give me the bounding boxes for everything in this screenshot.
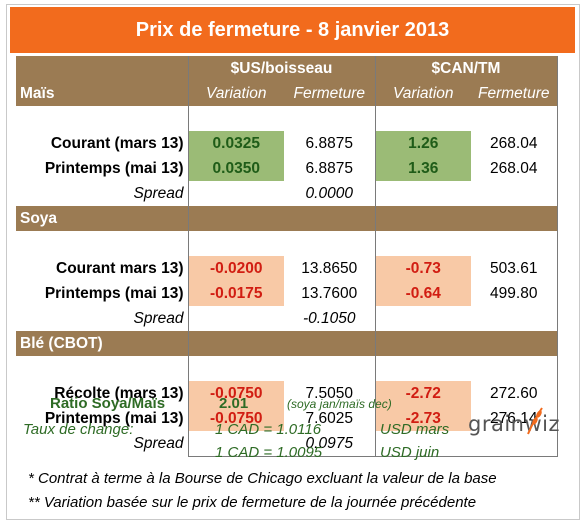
usd-group-header: $US/boisseau <box>187 56 375 81</box>
usd-close-cell: 6.8875 <box>305 134 353 152</box>
section-header-row: Blé (CBOT) <box>16 331 558 356</box>
cad-variation-cell: -2.73 <box>374 406 471 431</box>
cad-close-cell: 276.14 <box>471 406 558 431</box>
cad-variation-cell: 1.36 <box>374 156 471 181</box>
exchange-label: Taux de change: <box>23 421 134 438</box>
usd-close-cell: 13.7600 <box>301 284 358 302</box>
usd-variation-cell: 0.0325 <box>187 131 284 156</box>
cad-close-cell: 268.04 <box>471 156 558 181</box>
ratio-value: 2.01 <box>219 395 249 412</box>
usd-close-cell: 7.6025 <box>305 409 353 427</box>
cad-variation-cell: -0.73 <box>374 256 471 281</box>
exchange-rate-march: 1 CAD = 1.0116 <box>215 421 322 438</box>
spread-value: -0.1050 <box>302 309 356 327</box>
currency-header-row: $US/boisseau $CAN/TM <box>16 56 558 81</box>
cad-close-cell: 499.80 <box>471 281 558 306</box>
spread-label: Spread <box>133 309 184 327</box>
report-title: Prix de fermeture - 8 janvier 2013 <box>10 7 575 53</box>
table-row: Récolte (mars 13) -0.0750 7.5050 -2.72 2… <box>16 381 558 406</box>
section-header-row: Maïs Variation Fermeture Variation Ferme… <box>16 81 558 106</box>
usd-close-cell: 6.8875 <box>305 159 353 177</box>
table-row: Courant (mars 13) 0.0325 6.8875 1.26 268… <box>16 131 558 156</box>
section-title: Soya <box>16 206 188 231</box>
footnote-contract: * Contrat à terme à la Bourse de Chicago… <box>28 470 497 487</box>
section-title: Blé (CBOT) <box>16 331 188 356</box>
cad-close-cell: 272.60 <box>471 381 558 406</box>
exchange-rate-june: 1 CAD = 1.0095 <box>215 444 323 461</box>
cad-variation-cell: -0.64 <box>374 281 471 306</box>
usd-close-header: Fermeture <box>284 81 375 106</box>
contract-label: Printemps (mai 13) <box>44 409 184 427</box>
ratio-label: Ratio Soya/Maïs <box>50 395 166 412</box>
contract-label: Printemps (mai 13) <box>44 159 184 177</box>
usd-variation-header: Variation <box>187 81 284 106</box>
usd-variation-cell: -0.0750 <box>187 406 284 431</box>
table-row: Printemps (mai 13) 0.0350 6.8875 1.36 26… <box>16 156 558 181</box>
logo-wheat-icon <box>527 407 543 435</box>
spread-value: 0.0000 <box>305 184 353 202</box>
contract-label: Courant mars 13) <box>56 259 184 277</box>
exchange-unit-june: USD juin <box>380 444 440 461</box>
spread-value: 0.0975 <box>284 431 375 457</box>
price-table: $US/boisseau $CAN/TM Maïs Variation Ferm… <box>16 56 558 457</box>
usd-variation-cell: -0.0200 <box>187 256 284 281</box>
spread-row: Spread -0.1050 <box>16 306 558 331</box>
spread-row: Spread 0.0975 <box>16 431 558 457</box>
usd-variation-cell: -0.0175 <box>187 281 284 306</box>
contract-label: Récolte (mars 13) <box>54 384 184 402</box>
cad-close-cell: 268.04 <box>471 131 558 156</box>
table-row: Printemps (mai 13) -0.0175 13.7600 -0.64… <box>16 281 558 306</box>
cad-close-cell: 503.61 <box>471 256 558 281</box>
cad-variation-cell: 1.26 <box>374 131 471 156</box>
spread-label: Spread <box>133 434 184 452</box>
grainwiz-logo: grainwiz <box>468 404 563 438</box>
cad-variation-cell: -2.72 <box>374 381 471 406</box>
contract-label: Printemps (mai 13) <box>44 284 184 302</box>
usd-close-cell: 13.8650 <box>301 259 358 277</box>
usd-close-cell: 7.5050 <box>305 384 353 402</box>
header-blank <box>16 56 188 81</box>
spread-row: Spread 0.0000 <box>16 181 558 206</box>
table-row: Printemps (mai 13) -0.0750 7.6025 -2.73 … <box>16 406 558 431</box>
section-header-row: Soya <box>16 206 558 231</box>
contract-label: Courant (mars 13) <box>50 134 184 152</box>
spread-label: Spread <box>133 184 184 202</box>
logo-text: grainwiz <box>468 412 561 436</box>
cad-close-header: Fermeture <box>471 81 558 106</box>
ratio-note: (soya jan/maïs dec) <box>287 397 392 411</box>
footnote-variation: ** Variation basée sur le prix de fermet… <box>28 494 477 511</box>
section-title: Maïs <box>16 81 188 106</box>
usd-variation-cell: -0.0750 <box>187 381 284 406</box>
usd-variation-cell: 0.0350 <box>187 156 284 181</box>
cad-variation-header: Variation <box>374 81 471 106</box>
table-row: Courant mars 13) -0.0200 13.8650 -0.73 5… <box>16 256 558 281</box>
exchange-unit-march: USD mars <box>380 421 450 438</box>
cad-group-header: $CAN/TM <box>374 56 558 81</box>
